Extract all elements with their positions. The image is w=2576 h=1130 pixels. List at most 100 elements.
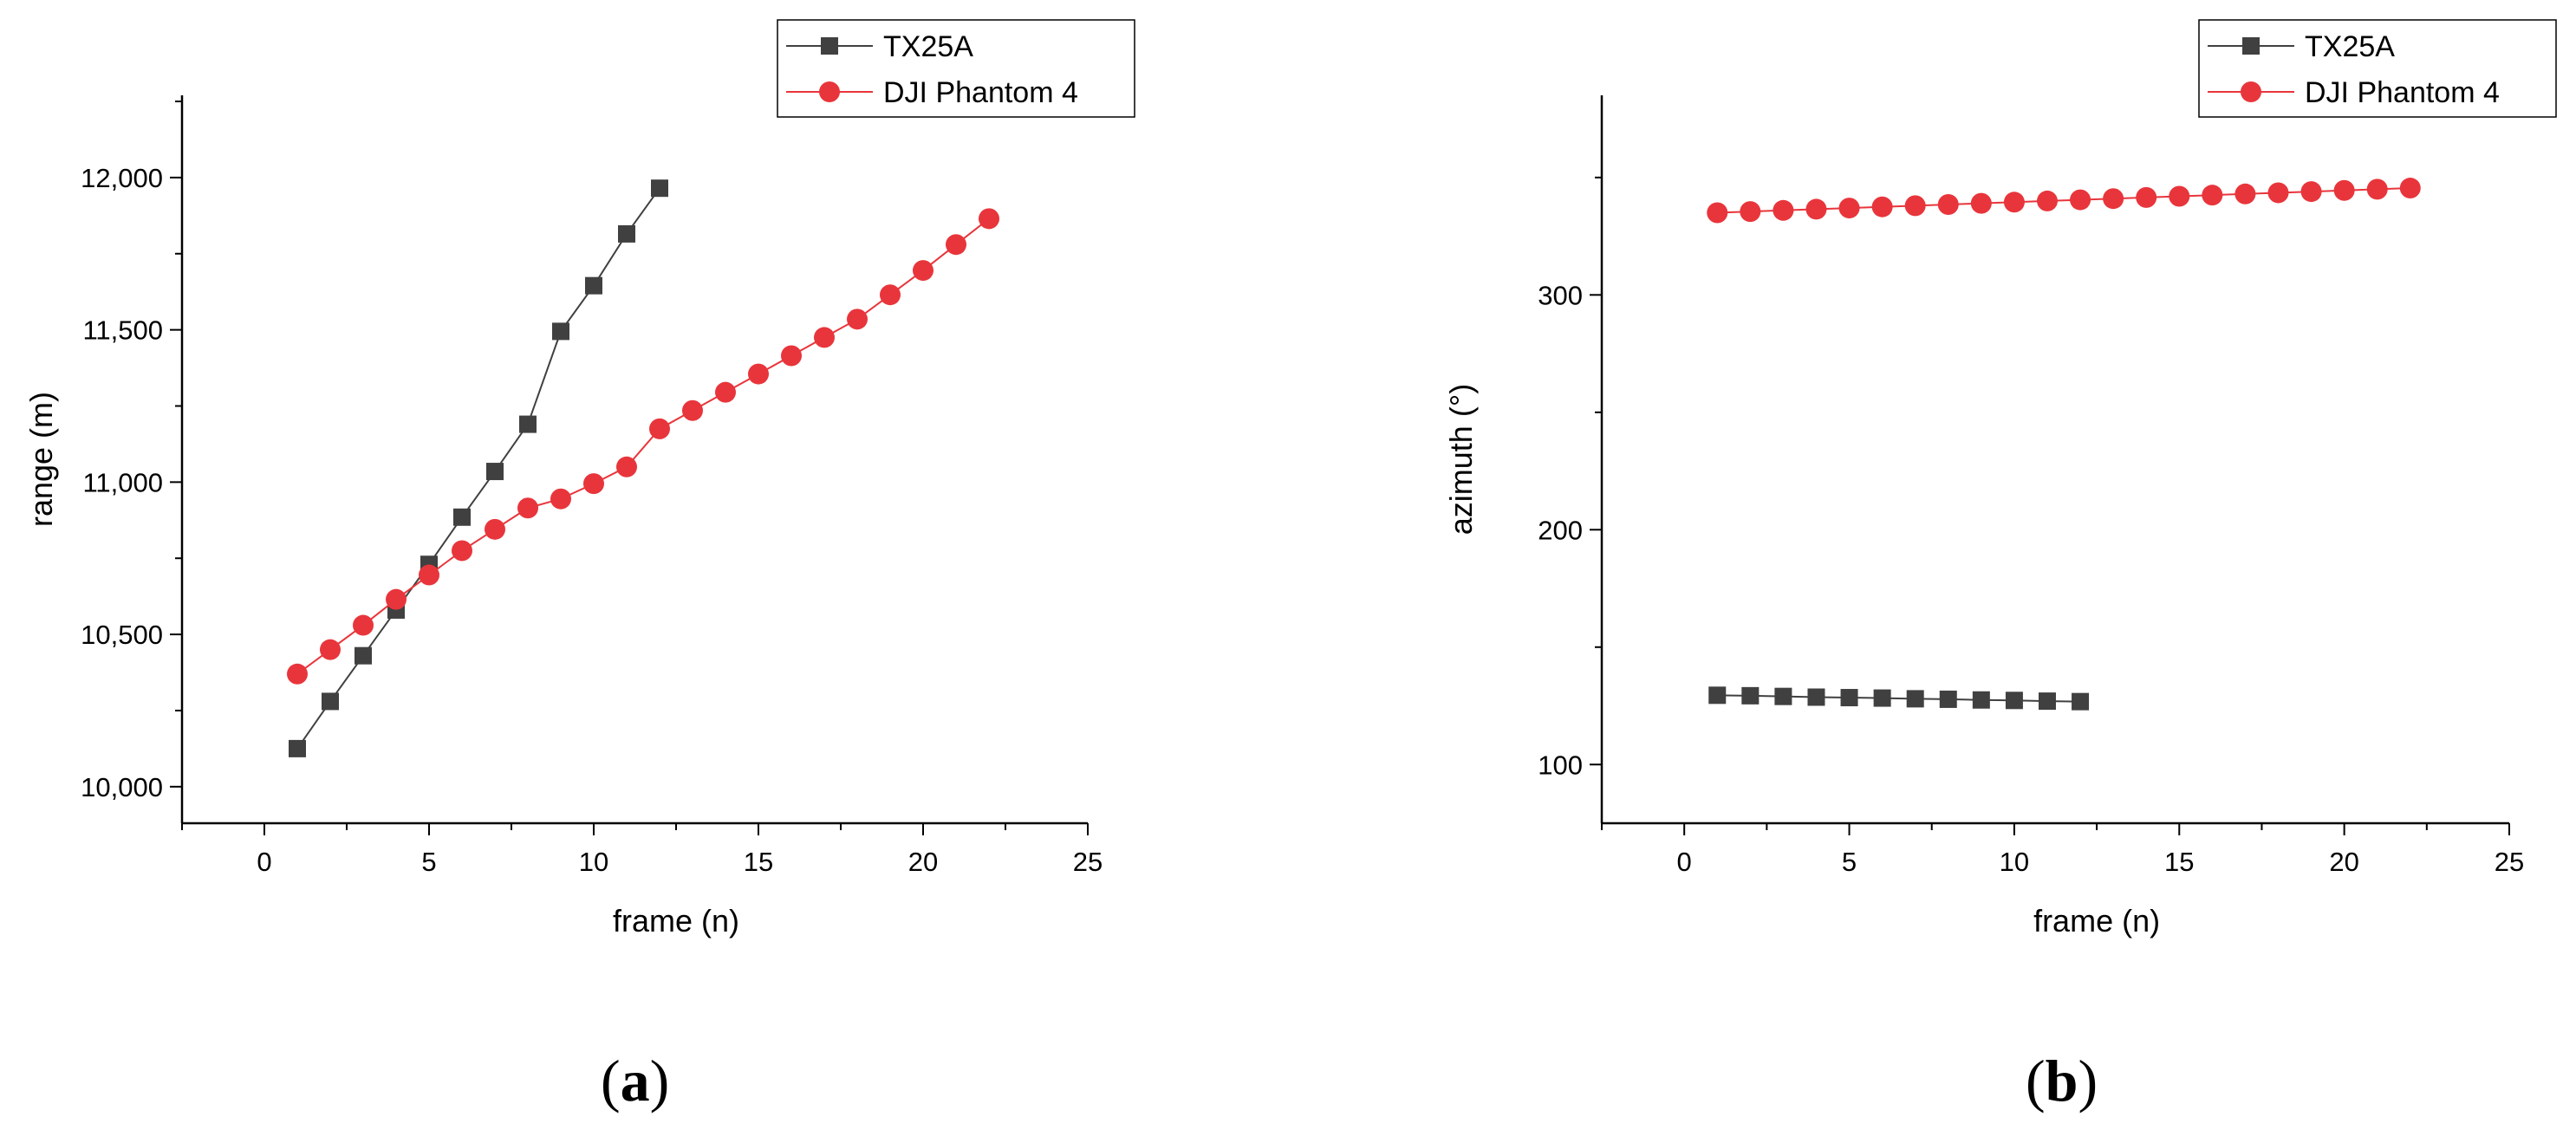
- x-tick-label: 20: [2329, 847, 2358, 877]
- y-tick-label: 200: [1538, 515, 1583, 545]
- data-point-dji-phantom-4: [781, 345, 802, 367]
- panel-label: (a): [601, 1048, 669, 1114]
- series-line-tx25a: [1717, 694, 2081, 703]
- data-point-dji-phantom-4: [353, 614, 374, 636]
- data-point-tx25a: [1708, 686, 1727, 705]
- legend-marker: [2242, 37, 2260, 55]
- data-point-dji-phantom-4: [1707, 202, 1728, 224]
- y-tick-label: 11,000: [82, 467, 163, 497]
- y-tick-label: 10,500: [81, 620, 163, 650]
- data-point-dji-phantom-4: [913, 260, 933, 282]
- data-point-dji-phantom-4: [2136, 186, 2157, 208]
- y-axis-title: range (m): [23, 392, 59, 527]
- data-point-tx25a: [2038, 692, 2056, 711]
- data-point-tx25a: [1972, 691, 1990, 709]
- data-point-dji-phantom-4: [419, 564, 439, 586]
- data-point-tx25a: [519, 415, 537, 433]
- legend-box: [777, 19, 1135, 118]
- data-point-dji-phantom-4: [1805, 198, 1827, 220]
- data-point-tx25a: [453, 508, 471, 526]
- data-point-dji-phantom-4: [2333, 179, 2355, 201]
- x-tick-label: 5: [421, 847, 436, 877]
- x-tick-label: 0: [1677, 847, 1692, 877]
- x-axis-title: frame (n): [613, 903, 739, 938]
- legend-marker: [821, 37, 838, 55]
- data-point-dji-phantom-4: [2003, 192, 2025, 213]
- data-point-dji-phantom-4: [616, 456, 637, 477]
- x-axis-title: frame (n): [2033, 903, 2160, 938]
- x-tick-label: 10: [579, 847, 608, 877]
- data-point-tx25a: [2005, 692, 2023, 710]
- data-point-dji-phantom-4: [287, 663, 308, 685]
- chart-panel-b: 0 5 10 15 20 25 100 200 300 frame (n) azimuth (°) T…: [1443, 19, 2557, 1114]
- data-point-tx25a: [1774, 687, 1792, 705]
- data-point-dji-phantom-4: [1904, 195, 1926, 217]
- data-point-dji-phantom-4: [880, 284, 901, 306]
- series-line-dji-phantom-4: [296, 218, 990, 675]
- data-point-tx25a: [486, 463, 504, 481]
- data-point-dji-phantom-4: [748, 363, 769, 385]
- data-point-dji-phantom-4: [2070, 189, 2091, 211]
- data-point-tx25a: [1906, 690, 1924, 708]
- data-point-dji-phantom-4: [485, 518, 505, 540]
- legend-label: TX25A: [2305, 30, 2395, 63]
- data-point-dji-phantom-4: [1871, 196, 1893, 218]
- data-point-tx25a: [1873, 689, 1891, 707]
- data-point-tx25a: [355, 646, 372, 665]
- data-point-dji-phantom-4: [2103, 188, 2124, 210]
- legend-marker: [819, 81, 840, 102]
- data-point-tx25a: [651, 179, 668, 198]
- data-point-tx25a: [1939, 690, 1957, 708]
- data-point-dji-phantom-4: [2036, 190, 2058, 211]
- y-tick-label: 12,000: [81, 163, 163, 193]
- data-point-dji-phantom-4: [2169, 185, 2190, 207]
- y-tick-label: 100: [1538, 750, 1583, 780]
- data-point-tx25a: [2072, 692, 2090, 711]
- legend-marker: [2241, 81, 2261, 102]
- data-point-dji-phantom-4: [2300, 181, 2322, 203]
- data-point-tx25a: [322, 692, 339, 711]
- y-tick-label: 10,000: [81, 772, 163, 802]
- x-tick-label: 15: [2164, 847, 2194, 877]
- data-point-dji-phantom-4: [814, 327, 835, 348]
- data-point-dji-phantom-4: [2202, 185, 2223, 206]
- data-point-dji-phantom-4: [320, 639, 341, 660]
- data-point-dji-phantom-4: [550, 488, 571, 510]
- y-tick-label: 300: [1538, 280, 1583, 310]
- data-point-dji-phantom-4: [583, 473, 604, 495]
- data-point-dji-phantom-4: [1937, 194, 1959, 215]
- chart-panel-a: 0 5 10 15 20 25 10,000 10,500 11,000 11,500 12,000…: [23, 19, 1135, 1114]
- data-point-dji-phantom-4: [517, 497, 538, 519]
- x-tick-label: 25: [2495, 847, 2524, 877]
- panel-label: (b): [2026, 1048, 2098, 1114]
- data-point-dji-phantom-4: [2366, 179, 2388, 200]
- x-tick-label: 10: [2000, 847, 2029, 877]
- x-tick-label: 25: [1073, 847, 1103, 877]
- data-point-tx25a: [618, 224, 635, 243]
- data-point-tx25a: [289, 739, 306, 757]
- x-tick-label: 0: [257, 847, 271, 877]
- x-tick-label: 5: [1842, 847, 1857, 877]
- series-line-dji-phantom-4: [1717, 187, 2410, 214]
- data-point-dji-phantom-4: [1740, 201, 1761, 223]
- x-tick-label: 20: [908, 847, 938, 877]
- data-point-tx25a: [552, 322, 569, 341]
- data-point-tx25a: [1741, 686, 1760, 705]
- data-point-tx25a: [585, 276, 602, 295]
- data-point-dji-phantom-4: [649, 418, 670, 439]
- data-point-dji-phantom-4: [452, 540, 472, 562]
- data-point-dji-phantom-4: [682, 399, 703, 421]
- legend-label: DJI Phantom 4: [2305, 76, 2500, 109]
- y-axis-title: azimuth (°): [1443, 384, 1479, 535]
- data-point-dji-phantom-4: [847, 308, 868, 330]
- data-point-tx25a: [1840, 689, 1858, 707]
- data-point-dji-phantom-4: [1970, 192, 1992, 214]
- data-point-dji-phantom-4: [979, 208, 999, 230]
- data-point-dji-phantom-4: [2399, 178, 2421, 199]
- data-point-dji-phantom-4: [1838, 198, 1860, 219]
- y-tick-label: 11,500: [82, 315, 163, 346]
- legend-box: [2198, 19, 2557, 118]
- data-point-dji-phantom-4: [2234, 183, 2256, 205]
- series-line-tx25a: [296, 187, 660, 750]
